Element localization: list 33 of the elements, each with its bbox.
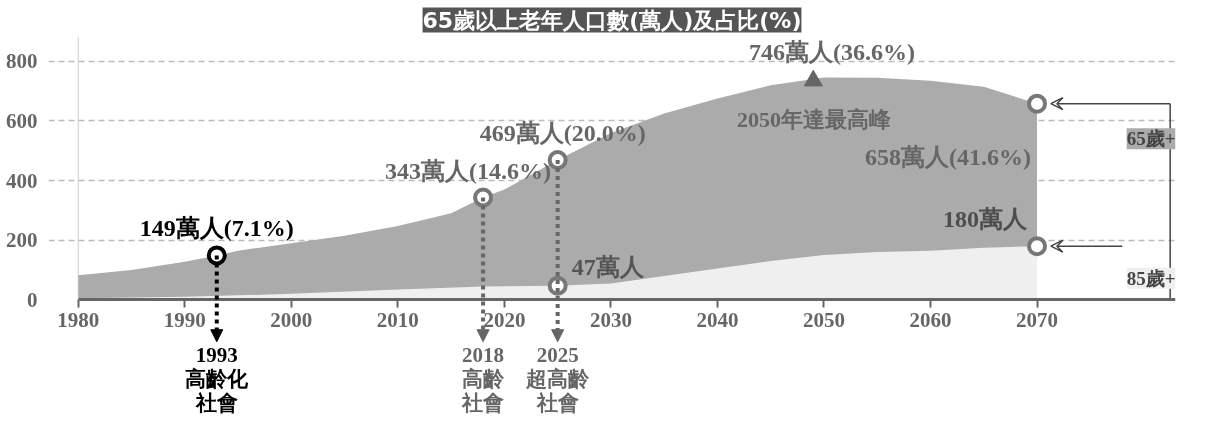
x-tick-label: 2040 [696,307,739,332]
annotation: 658萬人(41.6%) [865,143,1032,170]
annotation: 2025超高齡社會 [525,342,591,415]
annotation: 343萬人(14.6%) [385,157,552,184]
chart-title: 65歲以上老年人口數(萬人)及占比(%) [422,7,802,33]
x-tick-label: 2000 [270,307,313,332]
annotation: 149萬人(7.1%) [139,215,294,242]
annotation: 47萬人 [571,253,645,280]
x-tick-label: 2050 [802,307,845,332]
y-tick-label: 800 [6,49,38,74]
annotation: 1993高齡化社會 [185,342,250,415]
point [1027,93,1048,114]
annotation: 469萬人(20.0%) [479,120,646,147]
x-tick-label: 1990 [163,307,206,332]
x-tick-label: 2070 [1016,307,1059,332]
point [1027,236,1048,257]
y-tick-label: 0 [27,287,38,312]
point [206,245,227,266]
x-tick-label: 2020 [483,307,526,332]
x-tick-label: 2060 [909,307,952,332]
y-tick-label: 600 [6,108,38,133]
annotation: 746萬人(36.6%) [748,39,915,66]
text: 65歲+ [1126,128,1176,150]
annotation: 2018高齡社會 [461,342,506,415]
point [473,187,494,208]
y-tick-label: 400 [6,168,38,193]
x-tick-label: 1980 [57,307,100,332]
annotation: 2050年達最高峰 [736,107,892,133]
x-tick-label: 2030 [589,307,632,332]
x-tick-label: 2010 [376,307,419,332]
y-tick-label: 200 [6,228,38,253]
text: 85歲+ [1126,267,1176,289]
annotation: 180萬人 [943,206,1029,233]
